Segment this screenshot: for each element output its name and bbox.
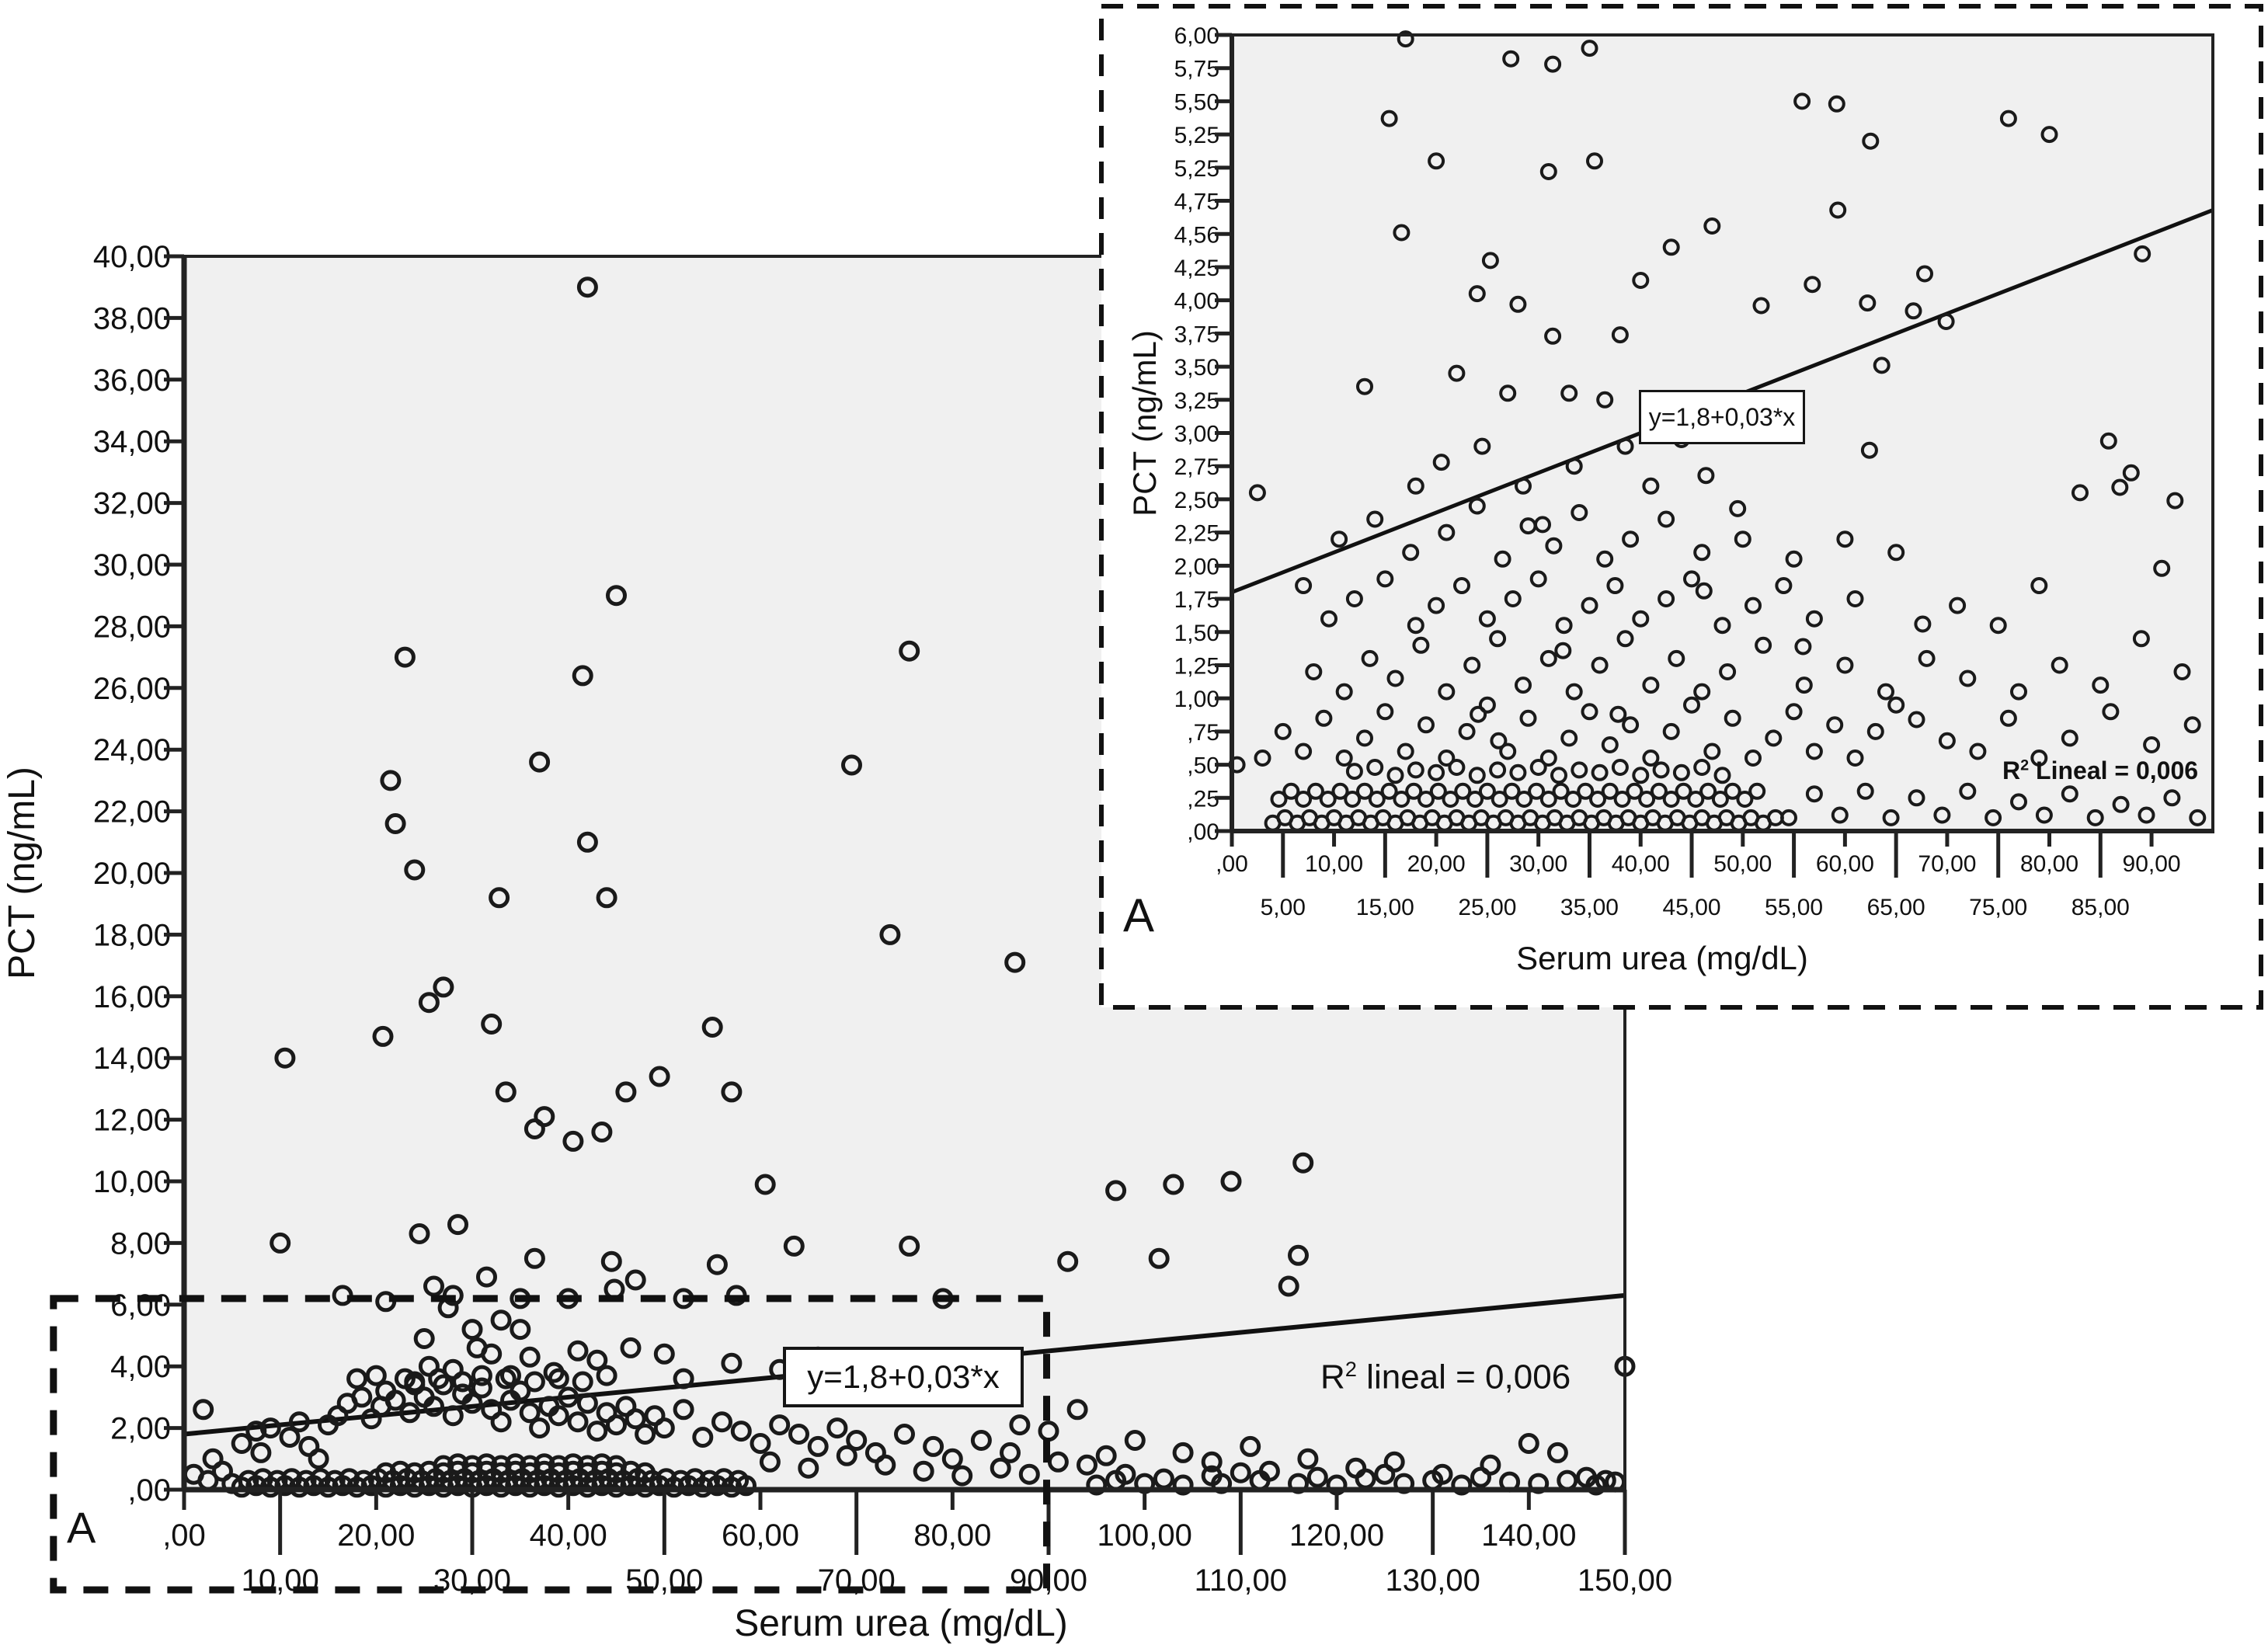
- svg-text:55,00: 55,00: [1765, 895, 1823, 920]
- svg-text:,75: ,75: [1187, 720, 1219, 746]
- svg-text:5,50: 5,50: [1174, 89, 1219, 115]
- svg-text:20,00: 20,00: [1407, 851, 1466, 877]
- inset-scatter-points: [1228, 30, 2207, 832]
- svg-text:25,00: 25,00: [1458, 895, 1516, 920]
- svg-text:18,00: 18,00: [93, 918, 171, 952]
- main-x-axis-title: Serum urea (mg/dL): [734, 1603, 1068, 1644]
- svg-text:6,00: 6,00: [1174, 23, 1219, 49]
- zoom-region-dashed-rect: [50, 1295, 1051, 1594]
- inset-regression-equation: y=1,8+0,03*x: [1648, 402, 1796, 431]
- svg-text:4,75: 4,75: [1174, 190, 1219, 215]
- svg-text:3,75: 3,75: [1174, 322, 1219, 347]
- svg-text:140,00: 140,00: [1481, 1518, 1576, 1553]
- svg-text:4,56: 4,56: [1174, 222, 1219, 248]
- svg-text:3,25: 3,25: [1174, 388, 1219, 414]
- svg-text:60,00: 60,00: [1816, 851, 1874, 877]
- inset-x-tick-labels: ,00 5,00 10,00 15,00 20,00 25,00 30,00 35,00 40,…: [1216, 851, 2180, 920]
- inset-panel-label: A: [1123, 889, 1155, 941]
- svg-text:22,00: 22,00: [93, 795, 171, 829]
- main-r-squared-label: R2 lineal = 0,006: [1320, 1357, 1571, 1396]
- svg-text:,00: ,00: [1187, 819, 1219, 845]
- svg-text:24,00: 24,00: [93, 733, 171, 767]
- svg-text:20,00: 20,00: [337, 1518, 415, 1553]
- svg-text:50,00: 50,00: [1713, 851, 1772, 877]
- svg-text:35,00: 35,00: [1560, 895, 1619, 920]
- svg-text:38,00: 38,00: [93, 301, 171, 336]
- svg-text:15,00: 15,00: [1356, 895, 1414, 920]
- svg-text:2,50: 2,50: [1174, 488, 1219, 513]
- svg-text:85,00: 85,00: [2071, 895, 2130, 920]
- main-y-tick-labels: ,00 2,00 4,00 6,00 8,00 10,00 12,00 14,00 16,00 1…: [93, 240, 171, 1508]
- main-panel-label: A: [67, 1503, 96, 1552]
- svg-text:60,00: 60,00: [722, 1518, 799, 1553]
- svg-text:130,00: 130,00: [1385, 1563, 1480, 1598]
- svg-text:5,75: 5,75: [1174, 57, 1219, 82]
- main-regression-equation: y=1,8+0,03*x: [807, 1358, 1000, 1395]
- inset-r-squared-label: R2 Lineal = 0,006: [2002, 756, 2199, 784]
- svg-text:26,00: 26,00: [93, 672, 171, 706]
- svg-text:20,00: 20,00: [93, 857, 171, 891]
- svg-text:2,75: 2,75: [1174, 454, 1219, 480]
- svg-text:3,00: 3,00: [1174, 422, 1219, 447]
- inset-chart: ,00 5,00 10,00 15,00 20,00 25,00 30,00 35,00 40,…: [1099, 4, 2263, 1010]
- svg-text:1,25: 1,25: [1174, 653, 1219, 679]
- svg-text:40,00: 40,00: [530, 1518, 607, 1553]
- svg-text:65,00: 65,00: [1867, 895, 1925, 920]
- svg-text:1,00: 1,00: [1174, 687, 1219, 712]
- svg-text:70,00: 70,00: [1918, 851, 1976, 877]
- svg-text:4,00: 4,00: [110, 1350, 171, 1384]
- svg-text:1,75: 1,75: [1174, 587, 1219, 613]
- svg-text:4,00: 4,00: [1174, 289, 1219, 315]
- svg-text:2,00: 2,00: [110, 1412, 171, 1446]
- svg-text:1,50: 1,50: [1174, 621, 1219, 646]
- svg-text:8,00: 8,00: [110, 1226, 171, 1261]
- svg-text:34,00: 34,00: [93, 425, 171, 459]
- svg-text:75,00: 75,00: [1969, 895, 2027, 920]
- inset-regression-equation-box: y=1,8+0,03*x: [1639, 390, 1805, 444]
- svg-text:5,25: 5,25: [1174, 123, 1219, 148]
- svg-text:,00: ,00: [1216, 851, 1248, 877]
- svg-text:10,00: 10,00: [93, 1165, 171, 1199]
- svg-text:5,25: 5,25: [1174, 156, 1219, 182]
- inset-y-axis-title: PCT (ng/mL): [1126, 330, 1163, 516]
- svg-text:28,00: 28,00: [93, 610, 171, 644]
- svg-text:30,00: 30,00: [93, 548, 171, 583]
- svg-text:,25: ,25: [1187, 786, 1219, 812]
- main-y-axis-title: PCT (ng/mL): [2, 767, 43, 979]
- svg-text:150,00: 150,00: [1578, 1563, 1672, 1598]
- svg-text:4,25: 4,25: [1174, 256, 1219, 281]
- svg-text:,00: ,00: [127, 1473, 171, 1508]
- svg-text:40,00: 40,00: [93, 240, 171, 274]
- svg-text:110,00: 110,00: [1195, 1563, 1287, 1598]
- svg-text:5,00: 5,00: [1261, 895, 1306, 920]
- main-x-tick-labels: ,0010,0020,0030,0040,0050,0060,0070,0080…: [162, 1518, 1672, 1598]
- main-regression-equation-box: y=1,8+0,03*x: [783, 1347, 1024, 1407]
- svg-text:2,25: 2,25: [1174, 521, 1219, 547]
- svg-text:40,00: 40,00: [1612, 851, 1670, 877]
- svg-text:80,00: 80,00: [913, 1518, 991, 1553]
- svg-text:,50: ,50: [1187, 753, 1219, 779]
- svg-text:100,00: 100,00: [1097, 1518, 1191, 1553]
- svg-text:90,00: 90,00: [2123, 851, 2181, 877]
- svg-text:10,00: 10,00: [1305, 851, 1363, 877]
- svg-text:36,00: 36,00: [93, 363, 171, 398]
- svg-text:,00: ,00: [162, 1518, 206, 1553]
- inset-y-tick-labels: ,00 ,25 ,50 ,75 1,00 1,25 1,50 1,75 2,00 2,25 2,50…: [1174, 23, 1219, 845]
- svg-text:80,00: 80,00: [2020, 851, 2078, 877]
- svg-text:6,00: 6,00: [110, 1289, 171, 1323]
- svg-text:32,00: 32,00: [93, 487, 171, 521]
- svg-text:14,00: 14,00: [93, 1042, 171, 1076]
- svg-text:3,50: 3,50: [1174, 355, 1219, 381]
- svg-text:120,00: 120,00: [1289, 1518, 1384, 1553]
- inset-x-axis-title: Serum urea (mg/dL): [1516, 940, 1808, 976]
- svg-text:12,00: 12,00: [93, 1104, 171, 1138]
- svg-text:2,00: 2,00: [1174, 554, 1219, 579]
- svg-text:30,00: 30,00: [1509, 851, 1567, 877]
- svg-text:45,00: 45,00: [1662, 895, 1720, 920]
- svg-text:16,00: 16,00: [93, 980, 171, 1014]
